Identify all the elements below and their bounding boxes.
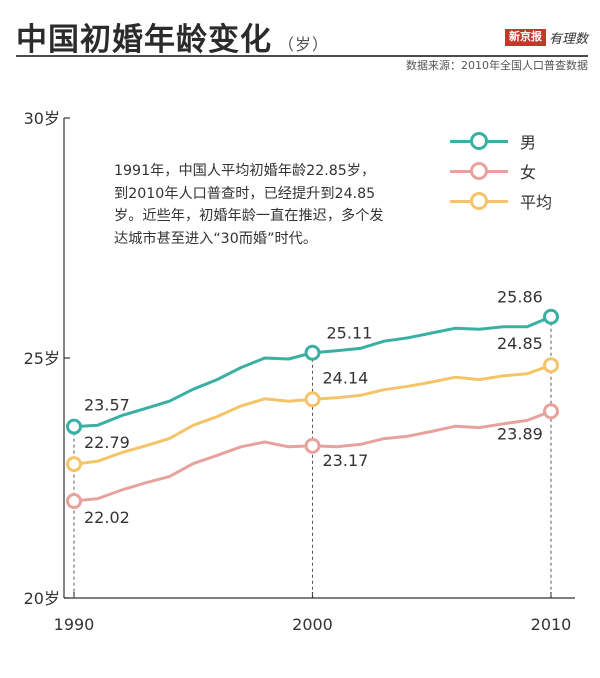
data-label-male: 23.57 <box>84 396 130 415</box>
legend-dot <box>470 192 488 210</box>
legend-swatch <box>450 131 516 151</box>
x-tick-label: 1990 <box>54 615 95 634</box>
data-label-average: 24.85 <box>497 334 543 353</box>
legend-label: 平均 <box>520 193 553 212</box>
chart-legend: 男女平均 <box>450 126 552 216</box>
data-point-male <box>304 344 321 361</box>
legend-swatch <box>450 191 516 211</box>
data-label-female: 22.02 <box>84 508 130 527</box>
logo-script: 有理数 <box>548 32 588 47</box>
x-tick-label: 2000 <box>292 615 333 634</box>
page-title: 中国初婚年龄变化 （岁） <box>16 14 329 59</box>
y-tick-label: 30岁 <box>24 109 60 128</box>
legend-item-female: 女 <box>450 156 552 186</box>
data-point-average <box>304 391 321 408</box>
data-label-male: 25.86 <box>497 288 543 307</box>
data-label-female: 23.17 <box>323 451 369 470</box>
legend-label: 女 <box>520 163 537 182</box>
legend-dot <box>470 162 488 180</box>
x-tick-label: 2010 <box>531 615 572 634</box>
data-point-average <box>66 456 82 473</box>
title-text: 中国初婚年龄变化 <box>16 22 272 58</box>
data-label-average: 24.14 <box>323 368 369 387</box>
legend-dot <box>470 132 488 150</box>
legend-swatch <box>450 161 516 181</box>
brand-logo: 新京报 有理数 <box>504 28 588 47</box>
legend-item-average: 平均 <box>450 186 552 216</box>
data-source: 数据来源：2010年全国人口普查数据 <box>406 59 588 72</box>
header-divider <box>16 55 588 57</box>
data-point-male <box>543 308 559 325</box>
logo-badge: 新京报 <box>504 29 546 46</box>
title-unit: （岁） <box>278 35 330 54</box>
y-tick-label: 25岁 <box>24 349 60 368</box>
data-point-male <box>66 418 82 435</box>
chart-annotation: 1991年，中国人平均初婚年龄22.85岁，到2010年人口普查时，已经提升到2… <box>114 163 384 247</box>
legend-label: 男 <box>520 133 537 152</box>
data-label-male: 25.11 <box>327 324 373 343</box>
data-point-average <box>543 357 559 374</box>
data-label-average: 22.79 <box>84 433 130 452</box>
y-tick-label: 20岁 <box>24 589 60 608</box>
data-point-female <box>543 403 559 420</box>
data-label-female: 23.89 <box>497 424 543 443</box>
data-point-female <box>66 493 82 510</box>
data-point-female <box>304 437 321 454</box>
legend-item-male: 男 <box>450 126 552 156</box>
